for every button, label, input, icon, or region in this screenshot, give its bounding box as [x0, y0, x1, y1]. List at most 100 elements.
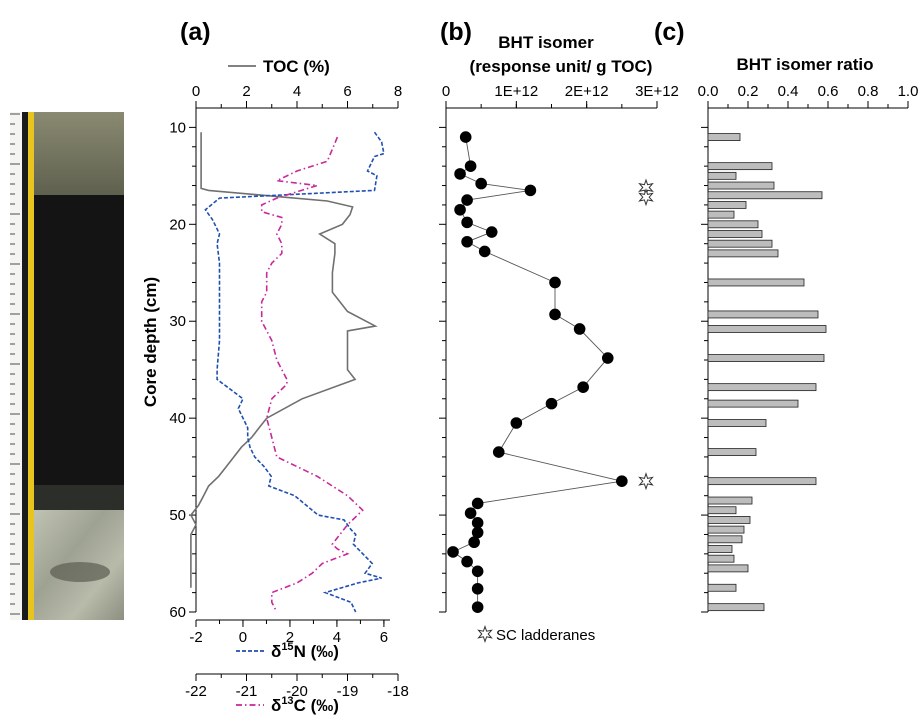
ratio-bar [707, 525, 745, 534]
series-toc-line [189, 132, 378, 588]
panel-b-depth-ticks [439, 126, 446, 613]
sc-ladderane-marker [638, 472, 654, 491]
series-d15n-line [204, 131, 385, 613]
bht-isomer-point [471, 601, 484, 613]
ratio-bar [707, 181, 775, 190]
x-tick-label: 2 [286, 629, 294, 646]
ratio-bar [707, 545, 733, 553]
panel-b-x-ticks: 0 1E+12 2E+12 3E+12 [442, 83, 679, 108]
panel-c-label: (c) [654, 18, 685, 46]
panel-b: BHT isomer (response unit/ g TOC) 0 1E+12… [439, 33, 679, 644]
ratio-bar [707, 506, 737, 515]
ratio-bar [707, 535, 743, 544]
x-tick-label: -22 [185, 683, 207, 700]
photo-yellow-strip [28, 112, 34, 620]
ratio-bar [707, 516, 751, 524]
series-d13c-line [260, 136, 364, 613]
panel-a-series [189, 131, 385, 613]
ratio-bar [707, 310, 819, 319]
bht-isomer-point [461, 194, 473, 206]
x-tick-label: 6 [380, 629, 388, 646]
panel-c-depth-ticks [701, 126, 708, 613]
bht-isomer-point [464, 160, 477, 172]
bht-isomer-point [464, 507, 477, 519]
bht-isomer-point [475, 177, 487, 190]
photo-scale-ruler [10, 112, 25, 620]
panel-a-label: (a) [180, 18, 211, 46]
x-tick-label: 0.2 [738, 83, 759, 100]
bht-isomer-point [492, 446, 505, 458]
x-tick-label: 2E+12 [565, 83, 609, 100]
x-tick-label: 4 [333, 629, 341, 646]
x-tick-label: 4 [293, 83, 301, 100]
ratio-bar [707, 603, 765, 612]
x-tick-label: -18 [387, 683, 409, 700]
x-tick-label: -20 [286, 683, 308, 700]
bht-isomer-point [478, 245, 491, 258]
bht-isomer-point [471, 497, 484, 510]
bht-isomer-point [459, 131, 472, 143]
ratio-bar [707, 171, 737, 180]
x-tick-label: 8 [394, 83, 402, 100]
ratio-bar [707, 354, 825, 362]
x-tick-label: 0.4 [778, 83, 799, 100]
bht-isomer-point [510, 417, 523, 429]
panel-c: BHT isomer ratio 0.0 0.2 0.4 0.6 0.8 1.0 [698, 55, 919, 613]
x-tick-label: 1.0 [898, 83, 919, 100]
ratio-bar [707, 496, 753, 505]
x-tick-label: 3E+12 [635, 83, 679, 100]
photo-dark-layer [34, 195, 124, 485]
depth-tick-label: 10 [169, 119, 186, 136]
sc-ladderane-markers [638, 178, 654, 491]
panel-b-series [447, 131, 628, 613]
x-tick-label: 0 [442, 83, 450, 100]
bht-isomer-point [468, 536, 480, 549]
x-tick-label: 0.8 [858, 83, 879, 100]
bht-isomer-point [447, 546, 459, 558]
x-tick-label: -19 [337, 683, 359, 700]
d13c-ticks: -22 -21 -20 -19 -18 [185, 674, 409, 700]
depth-tick-label: 30 [169, 313, 186, 330]
ratio-bar [707, 448, 757, 456]
x-tick-label: 0 [239, 629, 247, 646]
x-tick-label: 1E+12 [494, 83, 538, 100]
depth-tick-label: 40 [169, 410, 186, 427]
bht-isomer-point [573, 323, 586, 335]
bht-isomer-point [485, 226, 498, 238]
ruler-ticks [10, 113, 20, 615]
x-tick-label: -21 [236, 683, 258, 700]
d13c-axis-label: δ13C (‰) [271, 695, 339, 715]
bht-isomer-point [454, 168, 466, 180]
x-tick-label: 2 [242, 83, 250, 100]
depth-ticks: 10 20 30 40 50 60 [169, 119, 196, 621]
ratio-bar [707, 210, 735, 219]
photo-clast [50, 562, 110, 582]
ratio-title: BHT isomer ratio [737, 55, 874, 74]
photo-transition-layer [34, 485, 124, 510]
bht-isomer-point [549, 276, 561, 289]
x-tick-label: 6 [343, 83, 351, 100]
ratio-bar [707, 239, 773, 248]
bht-isomer-point [601, 352, 614, 364]
panel-c-x-ticks: 0.0 0.2 0.4 0.6 0.8 1.0 [698, 83, 919, 108]
panel-c-bars [707, 133, 827, 612]
bht-isomer-point [454, 203, 466, 216]
photo-top-section [34, 112, 124, 198]
bht-isomer-point [524, 184, 537, 197]
core-photo [10, 112, 124, 620]
ratio-bar [707, 133, 741, 141]
bht-isomer-point [577, 381, 589, 393]
bht-title-line1: BHT isomer [498, 33, 594, 52]
ratio-bar [707, 477, 817, 486]
bht-isomer-point [461, 235, 473, 248]
bht-isomer-point [471, 582, 484, 595]
bht-title-line2: (response unit/ g TOC) [470, 57, 653, 76]
panel-b-label: (b) [440, 18, 472, 46]
depth-tick-label: 60 [169, 604, 186, 621]
depth-axis-label: Core depth (cm) [141, 277, 160, 407]
ratio-bar [707, 220, 759, 229]
bht-isomer-point [471, 526, 484, 539]
bht-isomer-point [461, 216, 473, 229]
